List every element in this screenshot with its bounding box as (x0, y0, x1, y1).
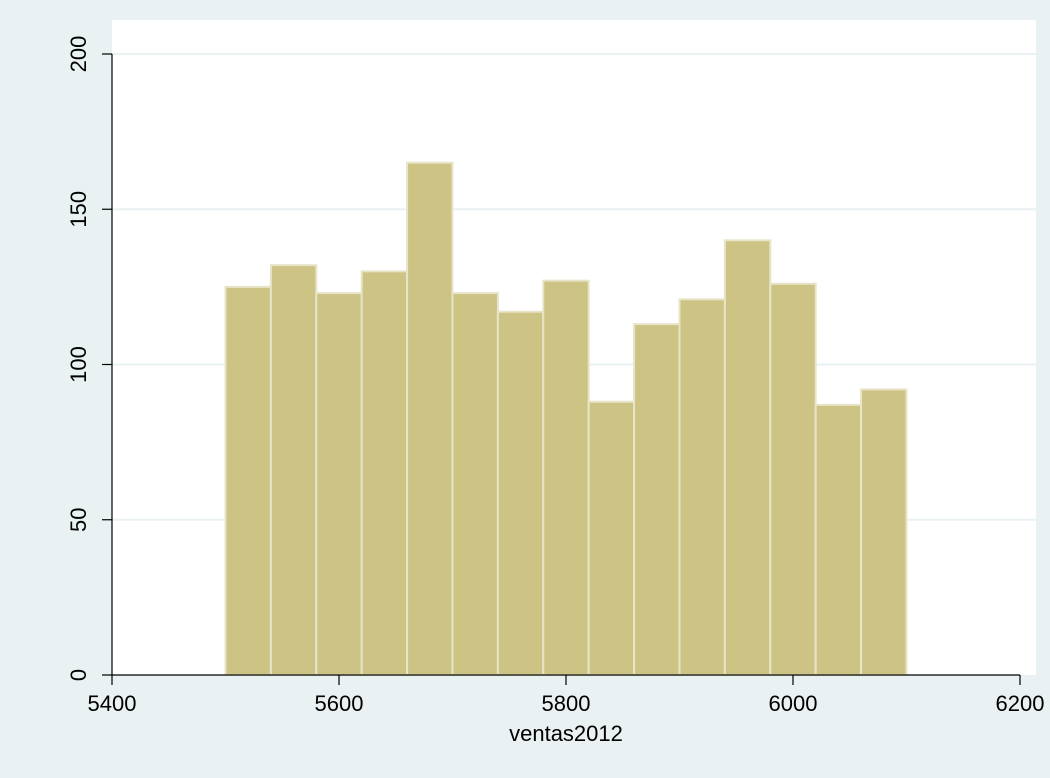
histogram-bar-12 (723, 239, 772, 677)
tick-labels: 5400 5600 5800 6000 6200 0 50 100 150 200 (66, 36, 1044, 716)
histogram-bar-15 (860, 388, 908, 676)
x-tick-label-5800: 5800 (542, 691, 591, 716)
histogram-bar-5 (406, 161, 454, 677)
histogram-bar-7 (496, 310, 545, 676)
y-tick-label-50: 50 (66, 508, 91, 532)
x-tick-label-5400: 5400 (88, 691, 137, 716)
histogram-bar-11 (678, 298, 726, 676)
x-tick-label-6200: 6200 (996, 691, 1045, 716)
histogram-bars (224, 161, 908, 677)
histogram-bar-4 (360, 270, 409, 676)
axes (102, 53, 1021, 685)
x-tick-label-5600: 5600 (315, 691, 364, 716)
y-tick-label-0: 0 (66, 669, 91, 681)
x-tick-label-6000: 6000 (769, 691, 818, 716)
histogram-bar-6 (451, 292, 499, 676)
histogram-bar-14 (814, 403, 863, 676)
histogram-bar-8 (542, 279, 590, 676)
histogram-bar-9 (587, 400, 636, 676)
y-tick-label-150: 150 (66, 191, 91, 228)
x-axis-title: ventas2012 (509, 721, 623, 746)
histogram-bar-10 (633, 323, 681, 676)
histogram-bar-2 (269, 264, 318, 676)
histogram-bar-13 (769, 282, 817, 676)
y-tick-label-200: 200 (66, 36, 91, 73)
histogram-bar-3 (315, 292, 363, 676)
y-tick-label-100: 100 (66, 346, 91, 383)
histogram-bar-1 (224, 285, 272, 676)
